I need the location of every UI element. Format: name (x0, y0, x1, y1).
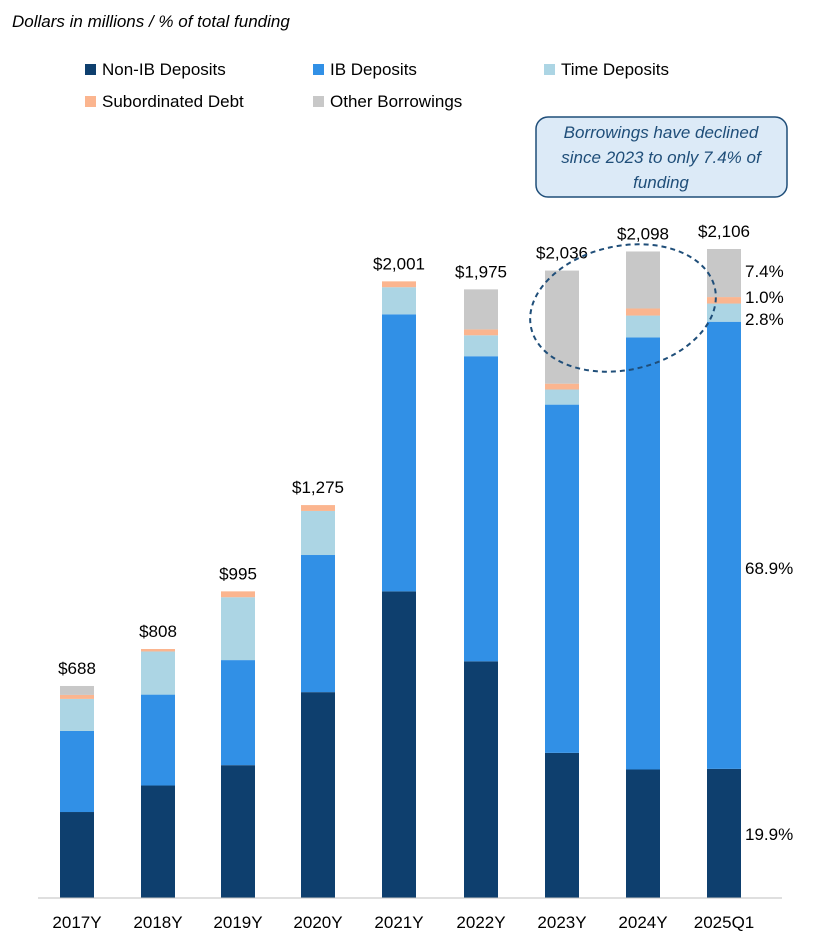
bar-segment-time-deposits-2019Y (221, 597, 255, 661)
percent-label: 19.9% (745, 825, 793, 844)
legend-swatch (85, 64, 96, 75)
total-label: $995 (219, 564, 257, 583)
total-label: $808 (139, 622, 177, 641)
bar-segment-ib-deposits-2018Y (141, 694, 175, 786)
bar-segment-time-deposits-2024Y (626, 315, 660, 338)
bar-segment-other-borrowings-2025Q1 (707, 249, 741, 298)
bar-segment-subordinated-debt-2018Y (141, 649, 175, 652)
legend-label: Time Deposits (561, 60, 669, 79)
bar-segment-ib-deposits-2020Y (301, 555, 335, 693)
bar-segment-subordinated-debt-2017Y (60, 694, 94, 699)
legend-label: Subordinated Debt (102, 92, 244, 111)
total-label: $1,275 (292, 478, 344, 497)
total-label: $2,036 (536, 244, 588, 263)
x-tick-label: 2017Y (52, 913, 101, 932)
legend-label: Non-IB Deposits (102, 60, 226, 79)
bar-segment-ib-deposits-2024Y (626, 337, 660, 770)
bars (60, 249, 741, 898)
annotation-line-2: since 2023 to only 7.4% of (561, 148, 763, 167)
legend: Non-IB Deposits IB Deposits Time Deposits S… (85, 60, 669, 111)
bar-segment-time-deposits-2023Y (545, 389, 579, 405)
total-label: $688 (58, 659, 96, 678)
bar-segment-ib-deposits-2019Y (221, 660, 255, 766)
bar-segment-time-deposits-2022Y (464, 335, 498, 357)
bar-segment-ib-deposits-2021Y (382, 314, 416, 592)
annotation-line-3: funding (633, 173, 689, 192)
bar-segment-non-ib-deposits-2023Y (545, 752, 579, 898)
bar-segment-other-borrowings-2024Y (626, 251, 660, 309)
percent-label: 68.9% (745, 559, 793, 578)
percent-label: 7.4% (745, 262, 784, 281)
bar-segment-non-ib-deposits-2020Y (301, 692, 335, 898)
legend-label: Other Borrowings (330, 92, 462, 111)
chart-title: Dollars in millions / % of total funding (12, 12, 290, 31)
x-tick-label: 2023Y (537, 913, 586, 932)
bar-segment-subordinated-debt-2019Y (221, 591, 255, 598)
x-tick-label: 2021Y (374, 913, 423, 932)
bar-segment-time-deposits-2020Y (301, 510, 335, 556)
bar-segment-time-deposits-2025Q1 (707, 303, 741, 322)
total-label: $1,975 (455, 262, 507, 281)
bar-segment-subordinated-debt-2023Y (545, 383, 579, 390)
x-axis-ticks: 2017Y 2018Y 2019Y 2020Y 2021Y 2022Y 2023Y 2024Y… (52, 913, 754, 932)
total-labels: $688 $808 $995 $1,275 $2,001 $1,975 $2,036 $2,0… (58, 222, 750, 678)
x-tick-label: 2025Q1 (694, 913, 755, 932)
legend-label: IB Deposits (330, 60, 417, 79)
x-tick-label: 2019Y (213, 913, 262, 932)
bar-segment-time-deposits-2021Y (382, 287, 416, 315)
highlight-ellipse (529, 243, 717, 373)
bar-segment-time-deposits-2018Y (141, 651, 175, 695)
bar-segment-non-ib-deposits-2025Q1 (707, 768, 741, 898)
bar-segment-subordinated-debt-2020Y (301, 505, 335, 511)
total-label: $2,106 (698, 222, 750, 241)
bar-segment-time-deposits-2017Y (60, 698, 94, 731)
annotation-box (535, 116, 788, 198)
bar-segment-non-ib-deposits-2018Y (141, 785, 175, 898)
bar-segment-ib-deposits-2022Y (464, 356, 498, 662)
annotation-callout: Borrowings have declined since 2023 to o… (535, 116, 788, 198)
x-tick-label: 2024Y (618, 913, 667, 932)
bar-segment-subordinated-debt-2024Y (626, 308, 660, 316)
bar-segment-ib-deposits-2017Y (60, 730, 94, 813)
total-label: $2,001 (373, 254, 425, 273)
bar-segment-ib-deposits-2025Q1 (707, 321, 741, 769)
bar-segment-other-borrowings-2017Y (60, 685, 94, 695)
bar-segment-other-borrowings-2022Y (464, 289, 498, 330)
bar-segment-non-ib-deposits-2021Y (382, 591, 416, 898)
bar-segment-ib-deposits-2023Y (545, 404, 579, 753)
bar-segment-subordinated-debt-2022Y (464, 329, 498, 336)
bar-segment-non-ib-deposits-2019Y (221, 765, 255, 898)
bar-segment-non-ib-deposits-2024Y (626, 769, 660, 898)
bar-segment-subordinated-debt-2021Y (382, 281, 416, 288)
bar-segment-non-ib-deposits-2017Y (60, 812, 94, 898)
legend-swatch (313, 96, 324, 107)
legend-swatch (544, 64, 555, 75)
bar-segment-non-ib-deposits-2022Y (464, 661, 498, 898)
bar-segment-subordinated-debt-2025Q1 (707, 297, 741, 304)
legend-swatch (313, 64, 324, 75)
x-tick-label: 2022Y (456, 913, 505, 932)
percent-label: 2.8% (745, 310, 784, 329)
annotation-line-1: Borrowings have declined (564, 123, 759, 142)
x-tick-label: 2018Y (133, 913, 182, 932)
percent-labels: 7.4% 1.0% 2.8% 68.9% 19.9% (745, 262, 793, 844)
total-label: $2,098 (617, 224, 669, 243)
x-tick-label: 2020Y (293, 913, 342, 932)
percent-label: 1.0% (745, 288, 784, 307)
legend-swatch (85, 96, 96, 107)
bar-segment-other-borrowings-2023Y (545, 270, 579, 384)
